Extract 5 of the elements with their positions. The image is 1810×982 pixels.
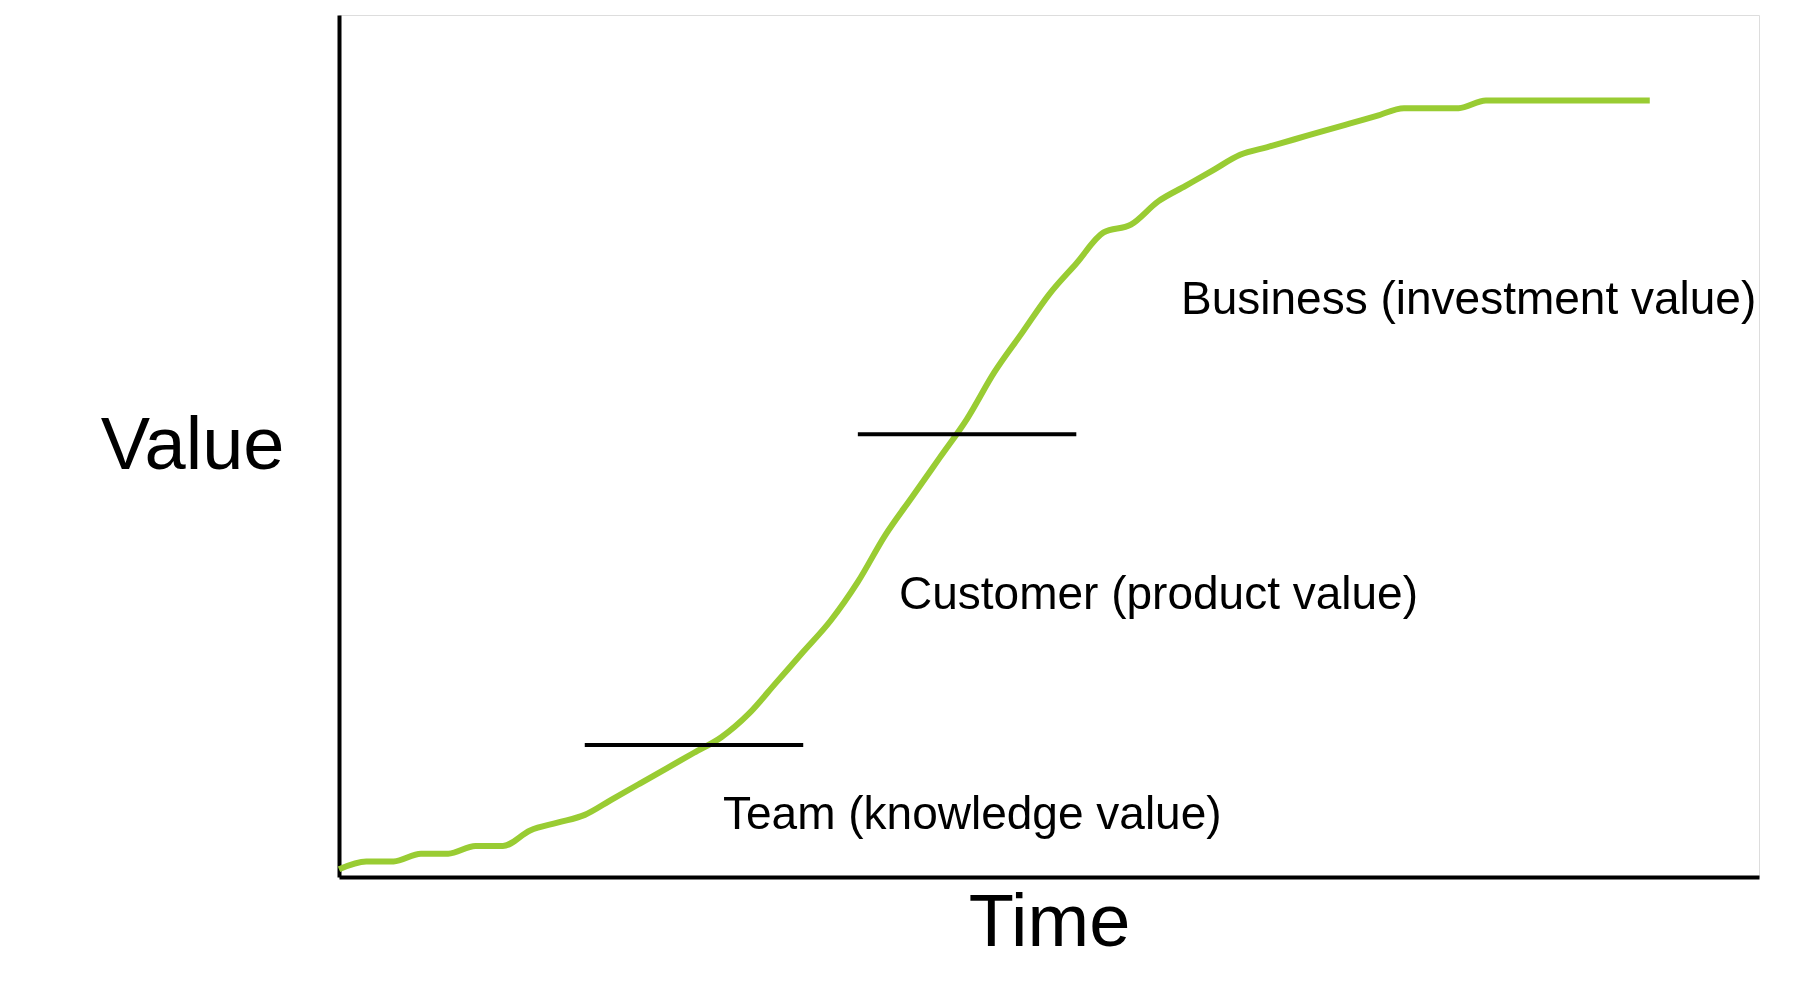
annotation: Customer (product value) [899,567,1418,619]
annotation: Business (investment value) [1181,272,1757,324]
x-axis-title: Time [968,878,1131,962]
annotation: Team (knowledge value) [723,787,1222,839]
y-axis-title: Value [100,401,285,485]
